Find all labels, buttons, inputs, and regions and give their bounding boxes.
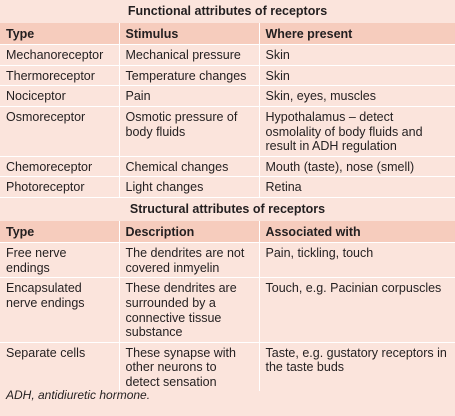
cell-associated-with: Pain, tickling, touch [258,242,455,278]
cell-stimulus: Temperature changes [118,64,259,86]
table-row: Nociceptor Pain Skin, eyes, muscles [0,85,455,107]
cell-where-present: Retina [258,176,455,198]
cell-type: Encapsulated nerve endings [0,277,119,343]
cell-associated-with: Taste, e.g. gustatory receptors in the t… [258,341,455,392]
table-row: Chemoreceptor Chemical changes Mouth (ta… [0,155,455,177]
cell-description: These synapse with other neurons to dete… [118,341,259,392]
cell-where-present: Skin [258,64,455,86]
table-row: Encapsulated nerve endings These dendrit… [0,277,455,343]
cell-description: These dendrites are surrounded by a conn… [118,277,259,343]
structural-title-row: Structural attributes of receptors [0,196,455,221]
structural-header-row: Type Description Associated with [0,220,455,243]
column-header-stimulus: Stimulus [118,22,259,45]
table-row: Photoreceptor Light changes Retina [0,176,455,198]
column-header-associated-with: Associated with [258,220,455,243]
cell-where-present: Skin [258,44,455,66]
functional-title-row: Functional attributes of receptors [0,0,455,23]
cell-stimulus: Chemical changes [118,155,259,177]
cell-where-present: Mouth (taste), nose (smell) [258,155,455,177]
cell-type: Photoreceptor [0,176,119,198]
cell-type: Osmoreceptor [0,105,119,157]
table-row: Mechanoreceptor Mechanical pressure Skin [0,44,455,66]
table-row: Thermoreceptor Temperature changes Skin [0,64,455,86]
cell-type: Chemoreceptor [0,155,119,177]
cell-stimulus: Osmotic pressure of body fluids [118,105,259,157]
table-footnote: ADH, antidiuretic hormone. [6,388,151,402]
column-header-type: Type [0,22,119,45]
functional-header-row: Type Stimulus Where present [0,22,455,45]
cell-stimulus: Pain [118,85,259,107]
cell-type: Nociceptor [0,85,119,107]
table-row: Separate cells These synapse with other … [0,341,455,392]
column-header-type: Type [0,220,119,243]
cell-associated-with: Touch, e.g. Pacinian corpuscles [258,277,455,343]
functional-table-title: Functional attributes of receptors [0,0,455,23]
cell-where-present: Skin, eyes, muscles [258,85,455,107]
cell-where-present: Hypothalamus – detect osmolality of body… [258,105,455,157]
cell-stimulus: Light changes [118,176,259,198]
column-header-description: Description [118,220,259,243]
cell-description: The dendrites are not covered inmyelin [118,242,259,278]
table-row: Free nerve endings The dendrites are not… [0,242,455,278]
column-header-where-present: Where present [258,22,455,45]
structural-table-title: Structural attributes of receptors [0,196,455,221]
cell-type: Free nerve endings [0,242,119,278]
receptors-table: Functional attributes of receptors Type … [0,0,455,392]
cell-type: Thermoreceptor [0,64,119,86]
cell-type: Mechanoreceptor [0,44,119,66]
cell-stimulus: Mechanical pressure [118,44,259,66]
table-row: Osmoreceptor Osmotic pressure of body fl… [0,105,455,157]
cell-type: Separate cells [0,341,119,392]
